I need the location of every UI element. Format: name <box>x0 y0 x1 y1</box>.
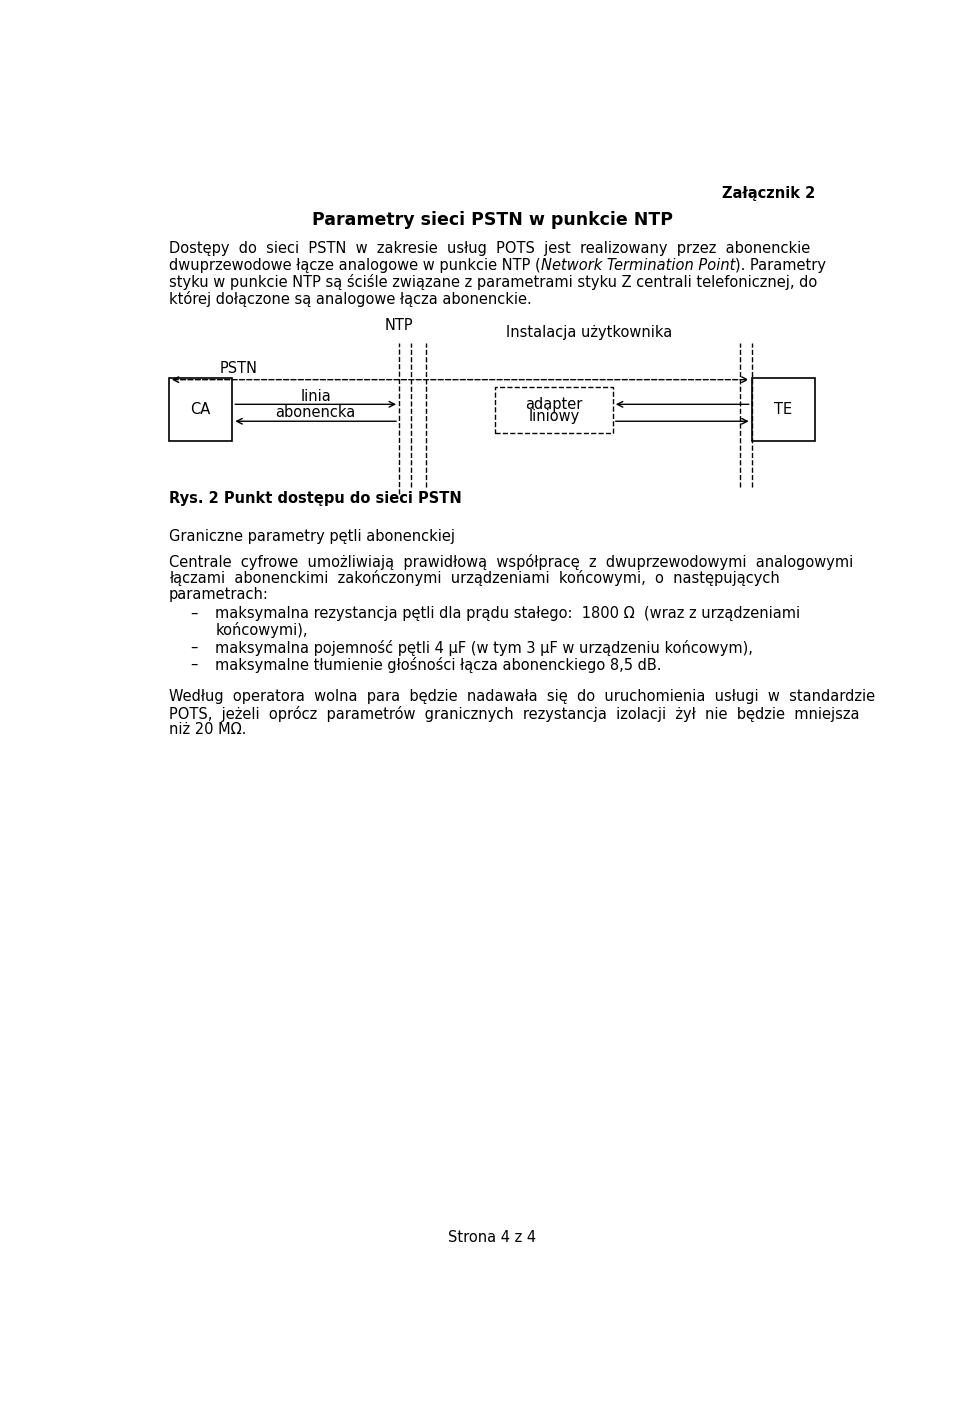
Text: abonencka: abonencka <box>276 405 356 420</box>
Text: Network Termination Point: Network Termination Point <box>540 258 735 272</box>
Text: POTS,  jeżeli  oprócz  parametrów  granicznych  rezystancja  izolacji  żył  nie : POTS, jeżeli oprócz parametrów graniczny… <box>169 705 859 722</box>
Text: Strona 4 z 4: Strona 4 z 4 <box>448 1230 536 1245</box>
Text: parametrach:: parametrach: <box>169 587 269 601</box>
Text: której dołączone są analogowe łącza abonenckie.: której dołączone są analogowe łącza abon… <box>169 291 532 306</box>
Text: PSTN: PSTN <box>219 361 257 376</box>
Text: Dostępy  do  sieci  PSTN  w  zakresie  usług  POTS  jest  realizowany  przez  ab: Dostępy do sieci PSTN w zakresie usług P… <box>169 241 810 256</box>
Text: TE: TE <box>775 402 792 418</box>
Bar <box>495 386 612 433</box>
Text: dwuprzewodowe łącze analogowe w punkcie NTP (: dwuprzewodowe łącze analogowe w punkcie … <box>169 258 540 272</box>
Text: Załącznik 2: Załącznik 2 <box>722 187 815 201</box>
Text: maksymalne tłumienie głośności łącza abonenckiego 8,5 dB.: maksymalne tłumienie głośności łącza abo… <box>215 657 661 673</box>
Text: Graniczne parametry pętli abonenckiej: Graniczne parametry pętli abonenckiej <box>169 529 455 544</box>
Text: styku w punkcie NTP są ściśle związane z parametrami styku Z centrali telefonicz: styku w punkcie NTP są ściśle związane z… <box>169 274 817 291</box>
Text: końcowymi),: końcowymi), <box>215 623 308 638</box>
Text: Parametry sieci PSTN w punkcie NTP: Parametry sieci PSTN w punkcie NTP <box>311 211 673 229</box>
Text: niż 20 MΩ.: niż 20 MΩ. <box>169 722 246 737</box>
Text: ). Parametry: ). Parametry <box>735 258 826 272</box>
Bar <box>752 378 815 442</box>
Text: –: – <box>190 657 198 671</box>
Text: NTP: NTP <box>385 318 414 332</box>
Text: –: – <box>190 606 198 621</box>
Text: maksymalna rezystancja pętli dla prądu stałego:  1800 Ω  (wraz z urządzeniami: maksymalna rezystancja pętli dla prądu s… <box>215 606 801 621</box>
Text: liniowy: liniowy <box>528 409 580 425</box>
Text: CA: CA <box>190 402 211 418</box>
Text: Rys. 2 Punkt dostępu do sieci PSTN: Rys. 2 Punkt dostępu do sieci PSTN <box>169 490 462 506</box>
Text: linia: linia <box>300 389 331 403</box>
Text: maksymalna pojemność pętli 4 μF (w tym 3 μF w urządzeniu końcowym),: maksymalna pojemność pętli 4 μF (w tym 3… <box>215 640 754 656</box>
Text: Centrale  cyfrowe  umożliwiają  prawidłową  współpracę  z  dwuprzewodowymi  anal: Centrale cyfrowe umożliwiają prawidłową … <box>169 554 853 570</box>
Text: Instalacja użytkownika: Instalacja użytkownika <box>506 325 672 339</box>
Text: Według  operatora  wolna  para  będzie  nadawała  się  do  uruchomienia  usługi : Według operatora wolna para będzie nadaw… <box>169 690 875 704</box>
Bar <box>169 378 232 442</box>
Text: adapter: adapter <box>525 396 583 412</box>
Text: łączami  abonenckimi  zakończonymi  urządzeniami  końcowymi,  o  następujących: łączami abonenckimi zakończonymi urządze… <box>169 570 780 586</box>
Text: –: – <box>190 640 198 654</box>
